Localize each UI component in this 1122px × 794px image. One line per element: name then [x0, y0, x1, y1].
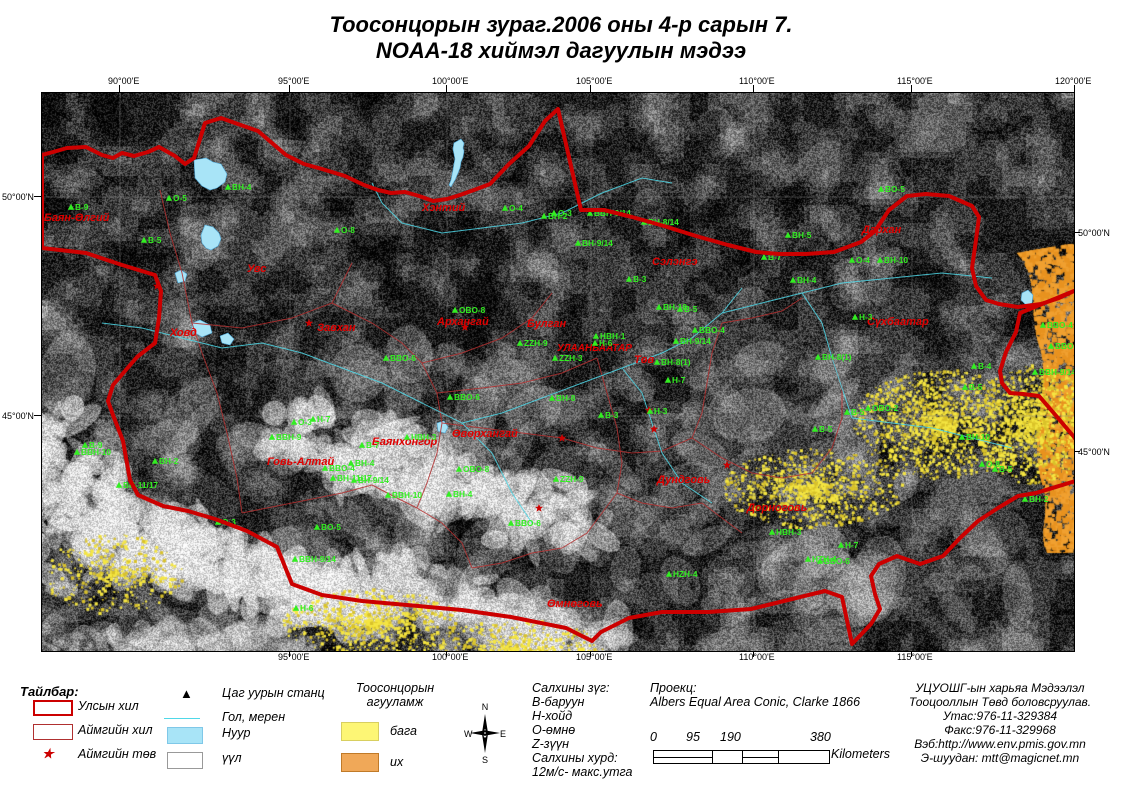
svg-text:Сэлэнгэ: Сэлэнгэ [652, 256, 698, 268]
svg-text:B-7: B-7 [366, 440, 380, 450]
svg-text:BH-8(1): BH-8(1) [661, 357, 691, 367]
svg-text:H-7: H-7 [672, 375, 686, 385]
svg-text:BBH-9: BBH-9 [276, 432, 302, 442]
svg-text:Увс: Увс [247, 263, 266, 275]
svg-text:Өмнөговь: Өмнөговь [547, 598, 603, 610]
svg-text:N: N [482, 702, 489, 712]
svg-text:BH-9/14: BH-9/14 [680, 336, 711, 346]
svg-text:B-5: B-5 [851, 407, 865, 417]
svg-text:B-5: B-5 [148, 235, 162, 245]
svg-text:HBH-3: HBH-3 [776, 527, 802, 537]
svg-text:Ховд: Ховд [169, 327, 197, 339]
svg-text:BH-9/14: BH-9/14 [358, 475, 389, 485]
svg-text:BH-5: BH-5 [792, 230, 812, 240]
svg-text:BO-5: BO-5 [885, 184, 905, 194]
svg-text:B-9: B-9 [75, 202, 89, 212]
svg-text:O-8: O-8 [341, 225, 355, 235]
svg-text:B-5: B-5 [999, 464, 1013, 474]
svg-text:B-3: B-3 [633, 274, 647, 284]
svg-text:HZH-4: HZH-4 [673, 569, 698, 579]
svg-text:BBH-10: BBH-10 [392, 490, 422, 500]
svg-text:BH-4: BH-4 [797, 275, 817, 285]
svg-text:OBO-2: OBO-2 [872, 403, 899, 413]
svg-text:BBO-6: BBO-6 [515, 518, 541, 528]
svg-text:BBO-6: BBO-6 [390, 353, 416, 363]
svg-text:BH-8: BH-8 [556, 393, 576, 403]
svg-text:Төв: Төв [634, 354, 654, 366]
svg-text:O-4: O-4 [509, 203, 523, 213]
svg-text:W: W [464, 729, 473, 739]
svg-text:Баян-Өлгий: Баян-Өлгий [44, 212, 110, 224]
svg-text:B-3: B-3 [605, 410, 619, 420]
svg-text:E: E [500, 729, 506, 739]
svg-text:S: S [482, 755, 488, 765]
svg-text:O-5: O-5 [173, 193, 187, 203]
svg-text:BH-8(1): BH-8(1) [822, 352, 852, 362]
svg-text:Завхан: Завхан [317, 322, 356, 334]
svg-text:BBH-9/14: BBH-9/14 [1039, 367, 1074, 377]
svg-text:HZH-4: HZH-4 [812, 554, 837, 564]
svg-text:Булган: Булган [527, 318, 566, 330]
svg-text:O-3: O-3 [558, 208, 572, 218]
svg-text:B-4: B-4 [978, 361, 992, 371]
svg-text:BBO-4: BBO-4 [699, 325, 725, 335]
svg-text:ZZH-3: ZZH-3 [559, 353, 583, 363]
svg-text:BO-5: BO-5 [321, 522, 341, 532]
svg-text:OBO-8: OBO-8 [463, 464, 490, 474]
svg-text:Сүхбаатар: Сүхбаатар [867, 316, 929, 328]
svg-text:BH-2: BH-2 [159, 456, 179, 466]
svg-text:O-3: O-3 [298, 417, 312, 427]
svg-text:B-5: B-5 [819, 424, 833, 434]
svg-text:H-6: H-6 [300, 603, 314, 613]
svg-text:OBO-8: OBO-8 [459, 305, 486, 315]
svg-text:ZZH-9: ZZH-9 [560, 474, 584, 484]
svg-text:BH-4: BH-4 [232, 182, 252, 192]
svg-text:H-3: H-3 [859, 312, 873, 322]
svg-text:H-3: H-3 [654, 406, 668, 416]
svg-text:O-4: O-4 [856, 255, 870, 265]
svg-text:Өвөрхангай: Өвөрхангай [452, 428, 518, 440]
svg-text:H-7: H-7 [845, 540, 859, 550]
svg-text:BH-10: BH-10 [884, 255, 908, 265]
svg-text:BH-10: BH-10 [966, 432, 990, 442]
svg-text:BH-4: BH-4 [453, 489, 473, 499]
svg-text:BH-9/14: BH-9/14 [582, 238, 613, 248]
svg-text:B-5: B-5 [684, 304, 698, 314]
svg-text:BBO-6: BBO-6 [454, 392, 480, 402]
svg-text:Хэнтий: Хэнтий [421, 202, 466, 214]
svg-text:BH-4: BH-4 [355, 458, 375, 468]
svg-text:BBH-10: BBH-10 [81, 447, 111, 457]
svg-text:BBO-4: BBO-4 [1055, 341, 1074, 351]
svg-text:BH-11/17: BH-11/17 [123, 480, 158, 490]
svg-text:HBH-3: HBH-3 [411, 432, 437, 442]
svg-text:B-5: B-5 [969, 382, 983, 392]
svg-text:H-6: H-6 [599, 338, 613, 348]
svg-text:BBO-4: BBO-4 [1047, 320, 1073, 330]
svg-text:ZZH-9: ZZH-9 [524, 338, 548, 348]
svg-text:H-7: H-7 [317, 414, 331, 424]
svg-text:BBH-9/14: BBH-9/14 [299, 554, 336, 564]
svg-text:Дундговь: Дундговь [656, 474, 710, 486]
svg-text:Дархан: Дархан [861, 224, 902, 236]
svg-text:Дорноговь: Дорноговь [746, 502, 807, 514]
